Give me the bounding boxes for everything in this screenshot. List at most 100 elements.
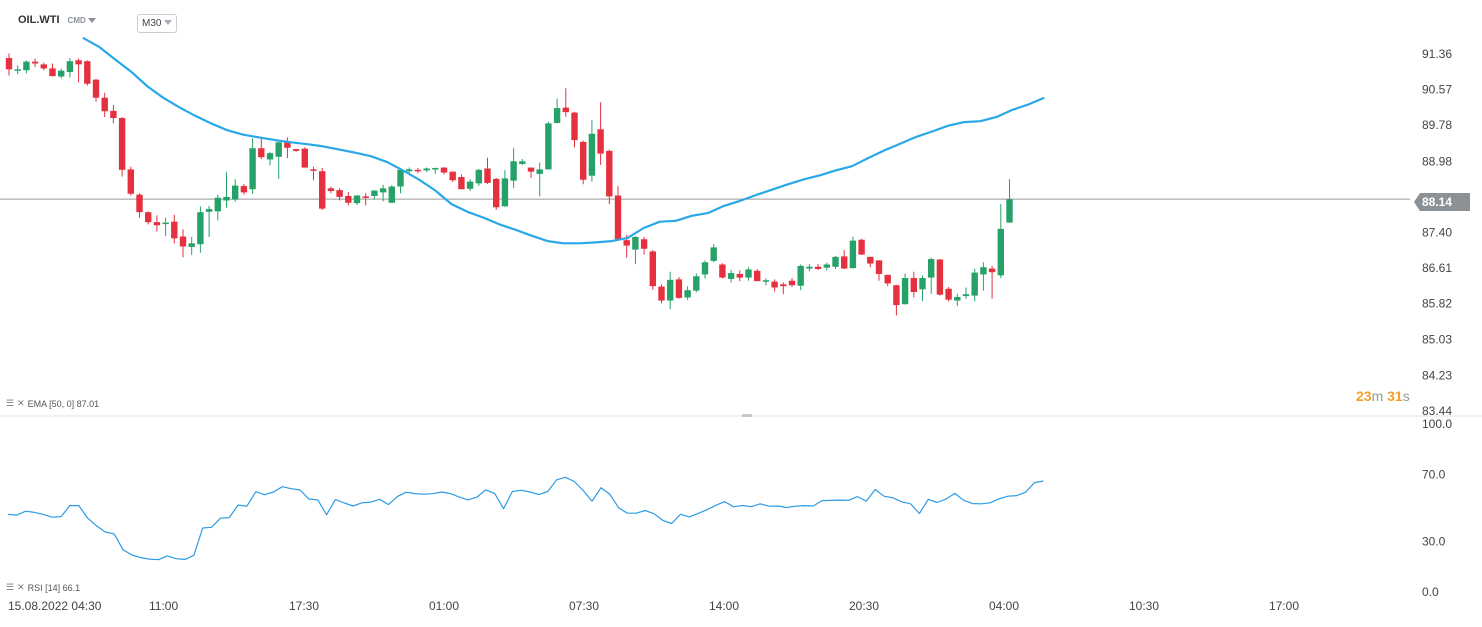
time-tick-label: 10:30 [1129, 599, 1159, 613]
candle-body-down [345, 195, 352, 203]
candle-body-down [867, 256, 874, 264]
price-axis: 91.36 90.57 89.78 88.98 87.40 86.61 85.82 85.03… [1422, 47, 1452, 418]
candle-body-up [545, 123, 552, 170]
candle-body-down [110, 110, 117, 119]
time-tick-label: 20:30 [849, 599, 879, 613]
candle-body-down [649, 251, 656, 287]
time-tick-label: 14:00 [709, 599, 739, 613]
candle-body-up [466, 181, 474, 189]
rsi-tick-label: 30.0 [1422, 535, 1446, 549]
symbol-label[interactable]: OIL.WTI [18, 14, 60, 26]
price-tick-label: 88.98 [1422, 154, 1452, 168]
time-tick-label: 04:00 [989, 599, 1019, 613]
candle-body-up [223, 196, 230, 201]
candle-body-down [527, 167, 535, 172]
chevron-down-icon [164, 20, 173, 25]
candle-body-down [40, 64, 47, 69]
close-icon[interactable]: ✕ [17, 398, 25, 408]
menu-icon[interactable]: ☰ [6, 398, 15, 408]
candle-body-down [988, 268, 996, 273]
candle-body-down [623, 240, 630, 246]
candle-body-up [14, 69, 21, 71]
timeframe-value: M30 [142, 18, 162, 29]
candle-body-up [710, 247, 717, 261]
candle-body-down [75, 60, 82, 65]
price-tick-label: 84.23 [1422, 368, 1452, 382]
chevron-down-icon [87, 17, 96, 23]
candle-body-up [423, 168, 430, 171]
candle-body-down [945, 288, 952, 300]
close-icon[interactable]: ✕ [17, 582, 25, 592]
candle-body-up [66, 61, 74, 73]
countdown-minutes: 23 [1356, 388, 1372, 404]
time-tick-label: 17:00 [1269, 599, 1299, 613]
menu-icon[interactable]: ☰ [6, 582, 15, 592]
candle-body-down [92, 79, 100, 98]
candle-body-down [179, 236, 187, 247]
price-tick-label: 89.78 [1422, 118, 1452, 132]
candle-body-down [841, 256, 848, 269]
candle-body-down [719, 264, 726, 278]
candle-body-down [284, 140, 291, 148]
candle-body-up [980, 267, 987, 275]
candle-body-up [475, 169, 482, 184]
candle-body-down [118, 118, 126, 170]
countdown-s: s [1402, 388, 1410, 404]
candle-body-up [588, 133, 596, 176]
candle-body-up [197, 212, 204, 245]
candle-body-up [353, 195, 361, 204]
candle-body-down [562, 107, 569, 113]
candle-body-up [510, 161, 517, 181]
candle-body-down [440, 167, 448, 173]
candle-body-down [5, 58, 13, 70]
candle-body-up [388, 186, 395, 203]
rsi-axis: 100.0 70.0 30.0 0.0 [1422, 417, 1452, 599]
candle-body-up [249, 148, 256, 190]
candle-body-down [319, 171, 326, 209]
candle-body-up [832, 256, 839, 267]
time-tick-label: 07:30 [569, 599, 599, 613]
time-tick-label: 01:00 [429, 599, 459, 613]
candle-body-down [936, 259, 944, 295]
candle-body-up [397, 169, 404, 187]
candle-body-up [962, 294, 970, 297]
candle-body-up [762, 280, 770, 282]
candle-body-up [928, 259, 935, 278]
ema-line [82, 36, 1045, 245]
rsi-tick-label: 100.0 [1422, 417, 1452, 431]
candle-body-up [188, 243, 195, 247]
candle-body-up [519, 161, 526, 164]
time-axis: 15.08.2022 04:30 11:00 17:30 01:00 07:30 14:0… [8, 599, 1299, 613]
candle-body-down [875, 260, 883, 274]
candle-body-down [31, 61, 39, 64]
candle-body-up [266, 153, 274, 160]
candle-body-up [371, 190, 378, 196]
candle-body-down [292, 149, 300, 151]
candle-body-down [127, 169, 134, 194]
candle-body-up [205, 209, 213, 212]
candle-body-down [893, 285, 900, 306]
asset-class-tag[interactable]: CMD [68, 16, 96, 25]
price-tick-label: 85.03 [1422, 332, 1452, 346]
rsi-tick-label: 0.0 [1422, 585, 1439, 599]
price-tick-label: 91.36 [1422, 47, 1452, 61]
timeframe-select[interactable]: M30 [137, 14, 178, 33]
candle-body-down [675, 279, 683, 298]
candle-body-down [258, 148, 265, 158]
candle-body-down [153, 222, 161, 226]
candle-body-up [432, 168, 439, 170]
candle-body-down [814, 266, 822, 270]
candle-body-up [997, 228, 1004, 276]
rsi-indicator-label: ☰ ✕ RSI [14] 66.1 [6, 582, 80, 593]
pane-resize-handle[interactable] [742, 414, 752, 417]
candle-body-down [788, 280, 796, 286]
countdown-seconds: 31 [1387, 388, 1403, 404]
candle-body-up [1006, 199, 1013, 223]
candle-body-up [745, 269, 752, 278]
candle-body-down [606, 150, 613, 197]
candle-body-down [362, 196, 369, 198]
candle-body-down [597, 129, 604, 154]
candle-body-up [162, 222, 169, 225]
time-tick-label: 15.08.2022 04:30 [8, 599, 102, 613]
candle-body-up [797, 265, 804, 286]
